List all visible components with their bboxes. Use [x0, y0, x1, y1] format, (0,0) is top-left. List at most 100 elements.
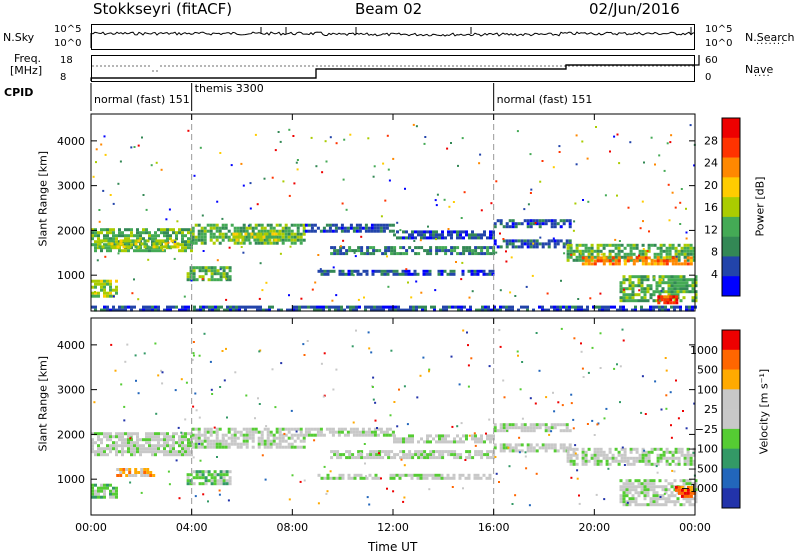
heatmap-cell: [488, 476, 492, 480]
heatmap-speckle: [129, 481, 132, 484]
heatmap-cell: [175, 231, 178, 235]
heatmap-cell: [553, 222, 557, 226]
heatmap-cell: [163, 438, 166, 442]
heatmap-cell: [260, 226, 264, 230]
heatmap-speckle: [460, 278, 463, 281]
heatmap-speckle: [373, 165, 376, 168]
heatmap-cell: [644, 450, 648, 454]
heatmap-cell: [649, 284, 653, 288]
heatmap-cell: [444, 440, 447, 444]
heatmap-cell: [622, 485, 626, 489]
heatmap-cell: [659, 246, 663, 250]
heatmap-cell: [367, 430, 371, 434]
heatmap-speckle: [378, 452, 380, 455]
heatmap-cell: [378, 450, 382, 454]
heatmap-cell: [148, 432, 151, 436]
heatmap-speckle: [140, 491, 143, 494]
heatmap-cell: [566, 456, 570, 460]
heatmap-cell: [499, 446, 503, 450]
nave-dot: [492, 65, 494, 67]
heatmap-cell: [646, 479, 650, 483]
heatmap-cell: [420, 233, 423, 237]
heatmap-cell: [661, 275, 665, 279]
heatmap-cell: [263, 427, 267, 431]
heatmap-cell: [656, 462, 660, 466]
heatmap-speckle: [670, 134, 673, 137]
heatmap-cell: [431, 473, 435, 477]
heatmap-speckle: [560, 279, 562, 282]
heatmap-cell: [338, 473, 342, 477]
heatmap-cell: [187, 231, 190, 235]
heatmap-speckle: [310, 136, 313, 139]
heatmap-cell: [209, 445, 213, 449]
heatmap-cell: [523, 426, 527, 430]
heatmap-cell: [139, 308, 142, 312]
heatmap-cell: [629, 252, 633, 256]
heatmap-cell: [665, 262, 669, 266]
heatmap-speckle: [96, 259, 99, 262]
heatmap-cell: [373, 305, 376, 309]
velocity-colorbar-label: Velocity [m s⁻¹]: [757, 368, 771, 455]
heatmap-speckle: [529, 192, 532, 194]
heatmap-cell: [293, 433, 297, 437]
heatmap-cell: [474, 252, 478, 256]
heatmap-cell: [420, 456, 424, 460]
heatmap-cell: [139, 234, 142, 238]
nave-dot: [280, 65, 282, 67]
heatmap-cell: [474, 236, 477, 240]
heatmap-cell: [672, 295, 676, 299]
heatmap-speckle: [435, 238, 438, 241]
heatmap-cell: [474, 440, 477, 444]
heatmap-cell: [100, 288, 103, 292]
heatmap-cell: [608, 456, 612, 460]
heatmap-cell: [643, 290, 647, 294]
heatmap-cell: [355, 223, 359, 227]
heatmap-cell: [349, 223, 353, 227]
heatmap-cell: [204, 269, 208, 273]
heatmap-cell: [677, 485, 681, 489]
heatmap-cell: [682, 482, 686, 486]
heatmap-cell: [649, 287, 653, 291]
heatmap-cell: [136, 444, 139, 448]
heatmap-cell: [113, 245, 117, 249]
heatmap-cell: [622, 275, 626, 279]
heatmap-speckle: [685, 427, 688, 430]
heatmap-speckle: [102, 189, 105, 192]
heatmap-cell: [281, 445, 285, 449]
heatmap-cell: [440, 269, 444, 273]
heatmap-cell: [293, 241, 297, 245]
heatmap-speckle: [218, 493, 221, 496]
nave-dot: [300, 65, 302, 67]
heatmap-cell: [379, 308, 382, 312]
heatmap-cell: [94, 249, 97, 253]
heatmap-cell: [160, 249, 163, 253]
heatmap-cell: [203, 436, 207, 440]
heatmap-cell: [526, 446, 530, 450]
heatmap-cell: [299, 445, 303, 449]
heatmap-cell: [181, 453, 184, 457]
heatmap-cell: [281, 235, 285, 239]
heatmap-cell: [97, 444, 100, 448]
nave-dot: [168, 65, 170, 67]
heatmap-cell: [520, 305, 523, 309]
heatmap-cell: [97, 294, 100, 298]
nave-dot: [512, 65, 514, 67]
heatmap-cell: [189, 269, 193, 273]
y-tick-label: 4000: [57, 339, 85, 352]
heatmap-cell: [215, 226, 219, 230]
heatmap-cell: [434, 473, 438, 477]
heatmap-cell: [200, 442, 204, 446]
heatmap-cell: [134, 468, 138, 471]
heatmap-cell: [213, 479, 217, 483]
heatmap-cell: [514, 225, 518, 229]
heatmap-cell: [222, 473, 226, 477]
heatmap-cell: [625, 293, 629, 297]
heatmap-speckle: [668, 219, 671, 222]
heatmap-speckle: [193, 174, 196, 177]
heatmap-cell: [677, 262, 681, 266]
heatmap-cell: [191, 229, 195, 233]
heatmap-speckle: [464, 459, 467, 461]
heatmap-cell: [643, 275, 647, 279]
heatmap-cell: [646, 299, 650, 303]
heatmap-cell: [260, 439, 264, 443]
